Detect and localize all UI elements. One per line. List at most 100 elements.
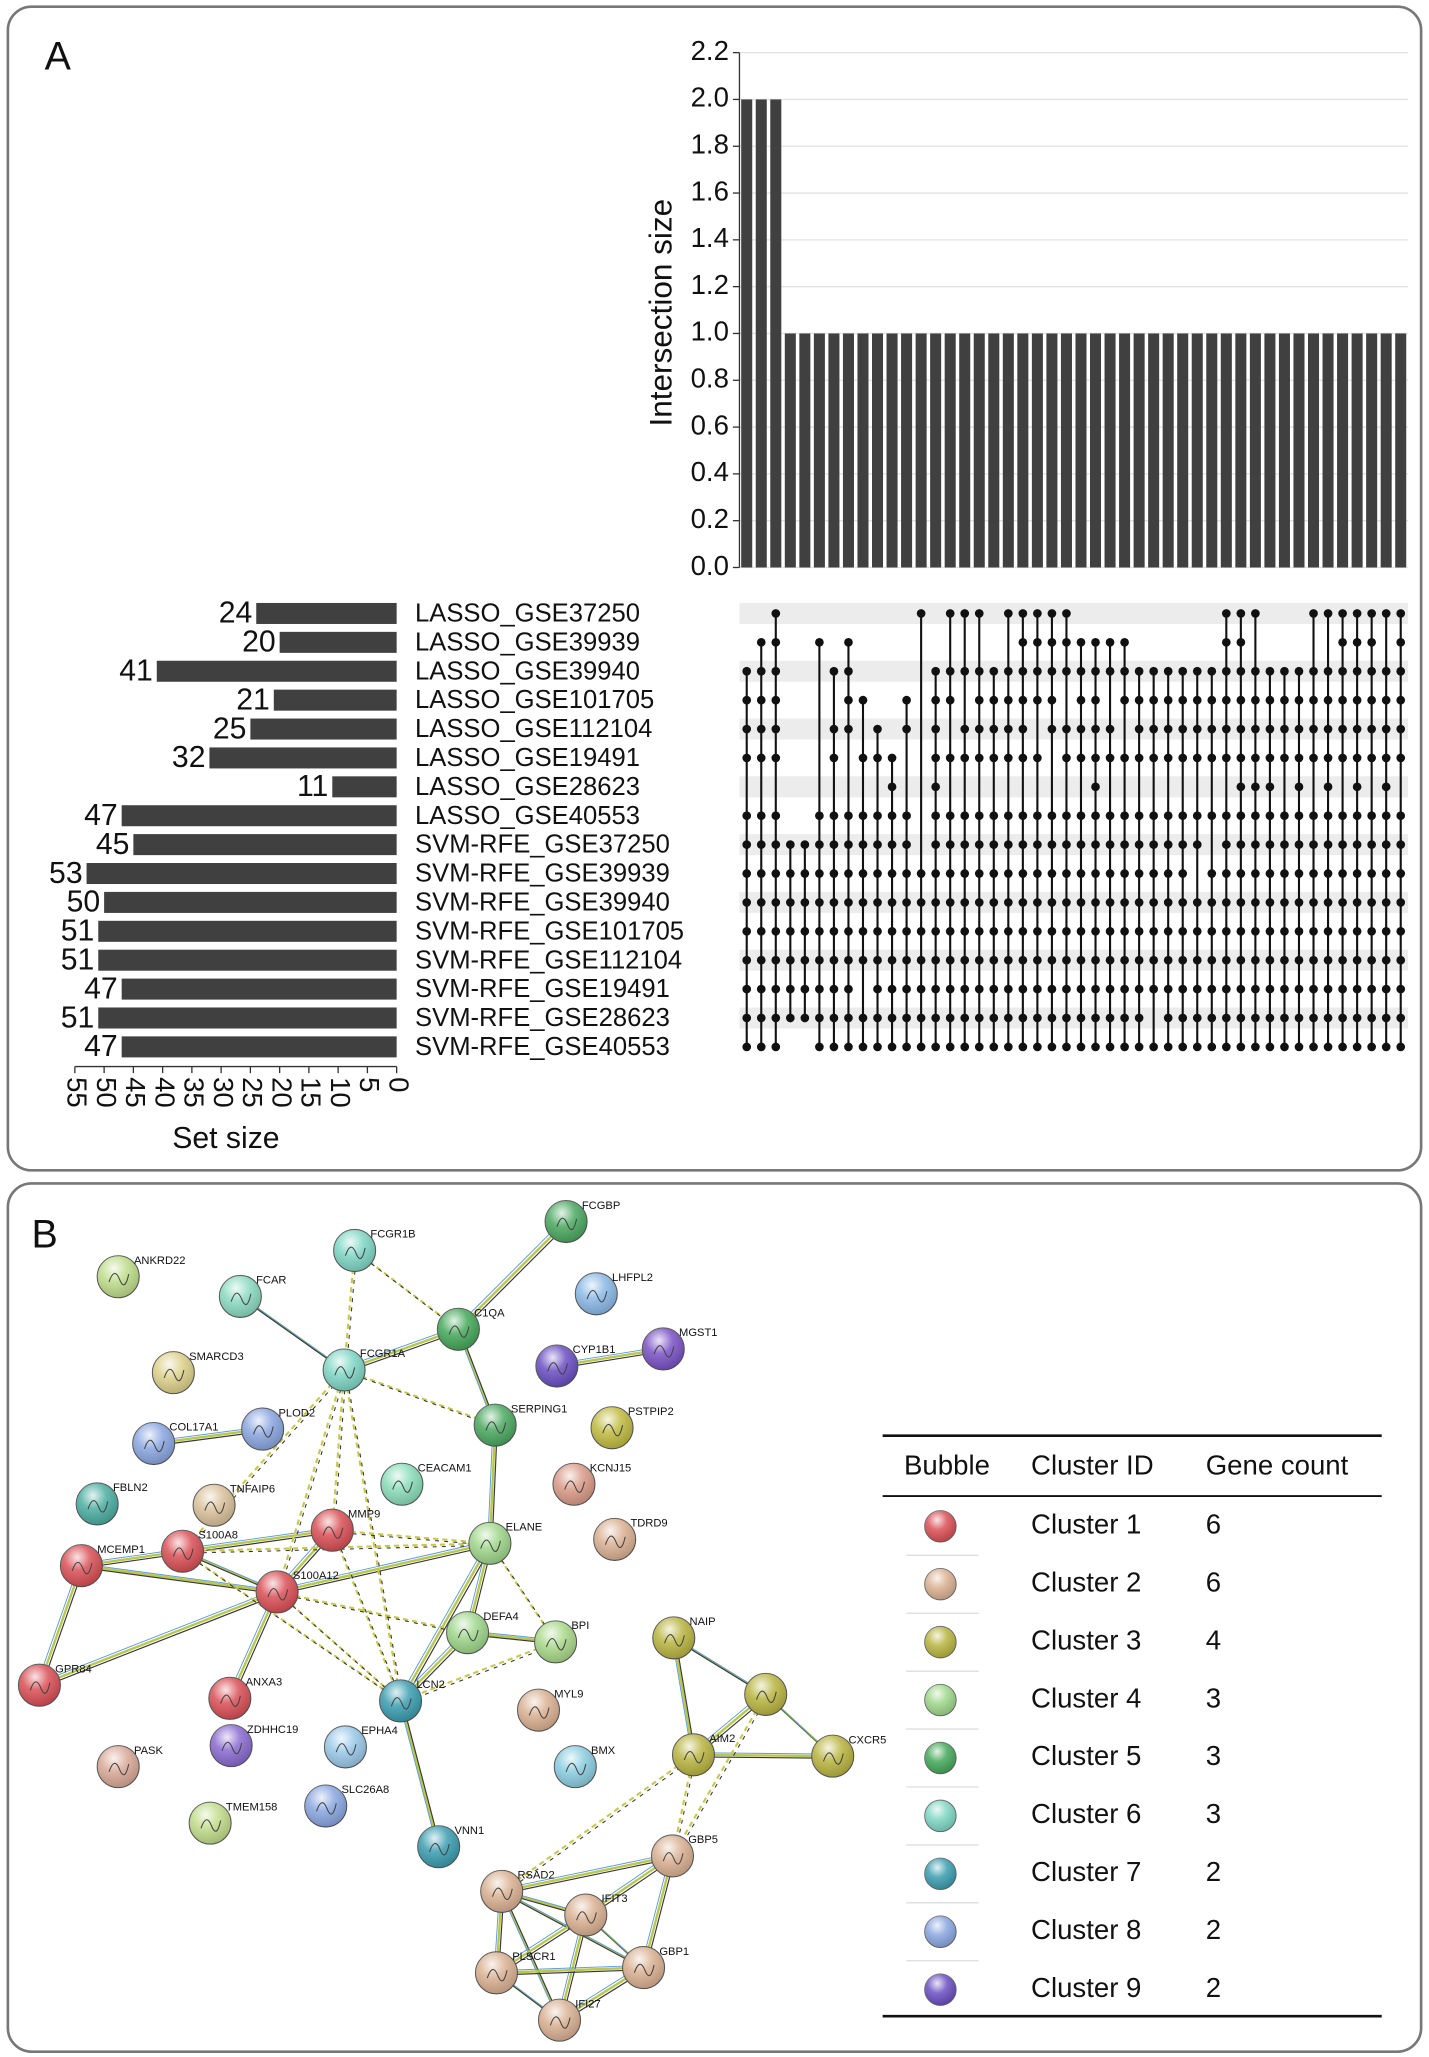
- edge: [671, 1693, 767, 1857]
- matrix-dot: [1076, 984, 1086, 994]
- set-bar: [121, 978, 397, 1000]
- matrix-dot: [1047, 638, 1057, 647]
- bubble-gloss: [924, 1973, 957, 2006]
- node-structure: [492, 1887, 513, 1900]
- matrix-dot: [1381, 840, 1391, 849]
- set-size-label: 11: [297, 770, 328, 803]
- matrix-dot: [858, 926, 868, 936]
- set-bar: [98, 920, 397, 942]
- node-label: COL17A1: [169, 1422, 218, 1434]
- matrix-dot: [960, 724, 970, 734]
- bar: [973, 333, 985, 568]
- matrix-dot: [1178, 1013, 1188, 1023]
- matrix-dot: [1076, 724, 1086, 734]
- matrix-dot: [1149, 898, 1158, 907]
- y-tick-label: 2.0: [691, 82, 729, 113]
- node-structure: [576, 1911, 597, 1924]
- bar: [1278, 333, 1290, 568]
- matrix-dot: [815, 898, 824, 907]
- matrix-dot: [1280, 666, 1289, 676]
- matrix-dot: [1163, 1042, 1173, 1052]
- matrix-dot: [1076, 811, 1086, 821]
- x-tick-label: 0: [383, 1077, 414, 1092]
- node-structure: [267, 1588, 289, 1601]
- set-name: LASSO_GSE101705: [415, 686, 654, 714]
- set-bar: [156, 660, 397, 682]
- bubble-gloss: [924, 1858, 957, 1890]
- matrix-dot: [1105, 955, 1115, 965]
- matrix-dot: [1033, 926, 1042, 936]
- matrix-dot: [1149, 840, 1158, 849]
- matrix-dot: [1367, 724, 1376, 734]
- x-tick-label: 45: [120, 1077, 151, 1108]
- matrix-dot: [1338, 1042, 1347, 1052]
- matrix-dot: [1163, 898, 1173, 907]
- matrix-dot: [815, 1042, 824, 1052]
- matrix-dot: [960, 926, 970, 936]
- matrix-dot: [1062, 1013, 1071, 1023]
- set-bar: [250, 718, 397, 740]
- matrix-dot: [756, 753, 766, 763]
- node-structure: [756, 1690, 777, 1703]
- matrix-dot: [1309, 869, 1318, 878]
- matrix-dot: [1396, 609, 1406, 618]
- matrix-dot: [756, 666, 766, 676]
- matrix-dot: [960, 898, 970, 907]
- matrix-dot: [1018, 898, 1028, 907]
- matrix-dot: [873, 869, 882, 878]
- matrix-dot: [1178, 926, 1188, 936]
- edge: [457, 1220, 567, 1331]
- matrix-dot: [1396, 926, 1406, 936]
- matrix-dot: [1251, 666, 1260, 676]
- matrix-dot: [1236, 666, 1246, 676]
- matrix-dot: [815, 638, 824, 647]
- matrix-dot: [1105, 666, 1115, 676]
- bar: [1046, 333, 1058, 568]
- table-header: Gene count: [1206, 1449, 1349, 1480]
- matrix-dot: [800, 840, 810, 849]
- edge: [496, 1966, 644, 1975]
- matrix-dot: [1091, 638, 1100, 647]
- set-bar: [121, 805, 397, 827]
- node-label: MYL9: [554, 1688, 583, 1700]
- matrix-dot: [902, 840, 911, 849]
- matrix-dot: [1207, 898, 1217, 907]
- y-tick-label: 0.0: [691, 550, 729, 581]
- node-structure: [390, 1697, 412, 1710]
- set-size-label: 47: [84, 1030, 118, 1063]
- node-label: SLC26A8: [341, 1784, 389, 1796]
- set-name: LASSO_GSE39940: [415, 657, 640, 685]
- bar: [741, 99, 753, 568]
- node-label: PSTPIP2: [628, 1406, 674, 1418]
- node-label: NAIP: [690, 1616, 716, 1628]
- matrix-dot: [1018, 869, 1028, 878]
- bar: [857, 333, 869, 568]
- matrix-dot: [1178, 695, 1188, 705]
- matrix-dot: [960, 1042, 970, 1052]
- matrix-dot: [1381, 666, 1391, 676]
- matrix-dot: [829, 724, 839, 734]
- matrix-dot: [1367, 1013, 1376, 1023]
- edge: [38, 1590, 278, 1687]
- matrix-dot: [989, 753, 999, 763]
- matrix-dot: [873, 898, 882, 907]
- matrix-dot: [1149, 955, 1158, 965]
- matrix-dot: [815, 869, 824, 878]
- matrix-dot: [1033, 638, 1042, 647]
- matrix-dot: [902, 724, 911, 734]
- matrix-dot: [873, 724, 882, 734]
- matrix-dot: [1076, 898, 1086, 907]
- matrix-dot: [771, 926, 781, 936]
- matrix-dot: [1047, 926, 1057, 936]
- matrix-dot: [771, 695, 781, 705]
- matrix-dot: [931, 955, 940, 965]
- matrix-dot: [1381, 869, 1391, 878]
- matrix-dot: [1396, 695, 1406, 705]
- matrix-dot: [1396, 811, 1406, 821]
- edge: [491, 1545, 558, 1645]
- set-bar: [104, 891, 397, 913]
- matrix-dot: [960, 869, 970, 878]
- matrix-dot: [1338, 955, 1347, 965]
- matrix-dot: [1033, 869, 1042, 878]
- matrix-dot: [1381, 811, 1391, 821]
